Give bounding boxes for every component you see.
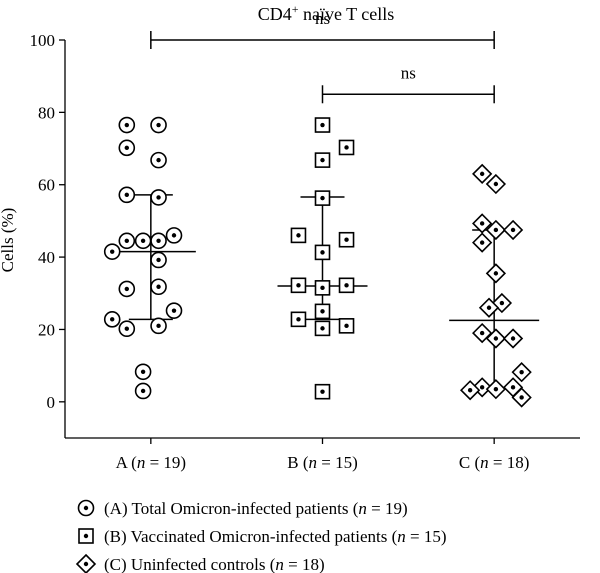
- data-point: [485, 219, 507, 241]
- data-point: [314, 244, 331, 261]
- data-point: [338, 318, 355, 334]
- data-point: [134, 232, 152, 250]
- data-point: [478, 297, 500, 318]
- legend-item: (B) Vaccinated Omicron-infected patients…: [78, 527, 447, 546]
- data-point: [485, 328, 507, 349]
- comparison-bracket: ns: [150, 9, 495, 49]
- data-point: [485, 379, 507, 400]
- x-category-label: A (n = 19): [116, 453, 187, 472]
- data-point: [314, 303, 331, 320]
- data-point: [150, 116, 167, 134]
- data-point: [472, 322, 493, 344]
- axes: 0 20 40 60 80 100 A (n = 19) B (n = 15) C (n = 1…: [30, 31, 580, 472]
- data-point: [338, 231, 355, 248]
- legend-marker: [78, 528, 94, 544]
- data-point: [314, 383, 331, 400]
- data-point: [485, 263, 507, 284]
- data-point: [118, 186, 136, 204]
- data-point: [460, 380, 481, 401]
- y-tick-label: 100: [30, 31, 56, 50]
- data-point: [290, 277, 307, 294]
- data-point: [511, 362, 532, 383]
- data-point: [502, 328, 524, 349]
- data-point: [150, 251, 167, 269]
- data-point: [290, 311, 307, 328]
- data-point: [150, 317, 167, 335]
- legend-item: (C) Uninfected controls (n = 18): [75, 553, 325, 573]
- legend-marker: [75, 553, 97, 573]
- y-tick-label: 80: [38, 103, 55, 122]
- data-point: [338, 277, 355, 294]
- data-point: [165, 227, 183, 244]
- data-points: [103, 116, 532, 408]
- data-point: [472, 163, 493, 185]
- data-point: [511, 387, 532, 408]
- data-point: [150, 232, 167, 250]
- comparison-brackets: ns ns: [150, 9, 495, 104]
- data-point: [118, 116, 136, 134]
- data-point: [150, 189, 167, 206]
- data-point: [314, 117, 331, 133]
- legend-item: (A) Total Omicron-infected patients (n =…: [77, 499, 408, 518]
- legend-label: (C) Uninfected controls (n = 18): [104, 555, 325, 573]
- comparison-bracket: ns: [321, 63, 495, 104]
- data-point: [118, 320, 136, 338]
- data-point: [314, 280, 331, 296]
- y-tick-label: 60: [38, 176, 55, 195]
- data-point: [485, 173, 507, 195]
- data-point: [134, 382, 152, 400]
- data-point: [118, 139, 136, 157]
- legend-label: (B) Vaccinated Omicron-infected patients…: [104, 527, 447, 546]
- data-point: [314, 320, 331, 337]
- y-tick-label: 20: [38, 320, 55, 339]
- data-point: [472, 213, 493, 234]
- data-point: [290, 227, 307, 244]
- legend: (A) Total Omicron-infected patients (n =…: [75, 499, 447, 573]
- significance-label: ns: [315, 9, 330, 28]
- y-tick-label: 0: [47, 393, 56, 412]
- x-category-label: C (n = 18): [459, 453, 529, 472]
- data-point: [314, 152, 331, 168]
- data-point: [165, 302, 183, 319]
- data-point: [118, 232, 136, 250]
- x-category-label: B (n = 15): [287, 453, 358, 472]
- chart-title: CD4+ naïve T cells: [258, 2, 395, 24]
- data-point: [150, 151, 167, 169]
- data-point: [150, 278, 167, 296]
- data-point: [314, 190, 331, 206]
- data-point: [134, 363, 152, 381]
- y-tick-label: 40: [38, 248, 55, 267]
- y-axis-label: Cells (%): [0, 208, 17, 273]
- legend-marker: [77, 499, 95, 517]
- significance-label: ns: [401, 63, 416, 82]
- data-point: [118, 280, 136, 298]
- data-point: [103, 311, 121, 328]
- data-point: [502, 219, 524, 241]
- data-point: [338, 139, 355, 156]
- legend-label: (A) Total Omicron-infected patients (n =…: [104, 499, 408, 518]
- data-point: [472, 232, 493, 253]
- data-point: [103, 243, 121, 260]
